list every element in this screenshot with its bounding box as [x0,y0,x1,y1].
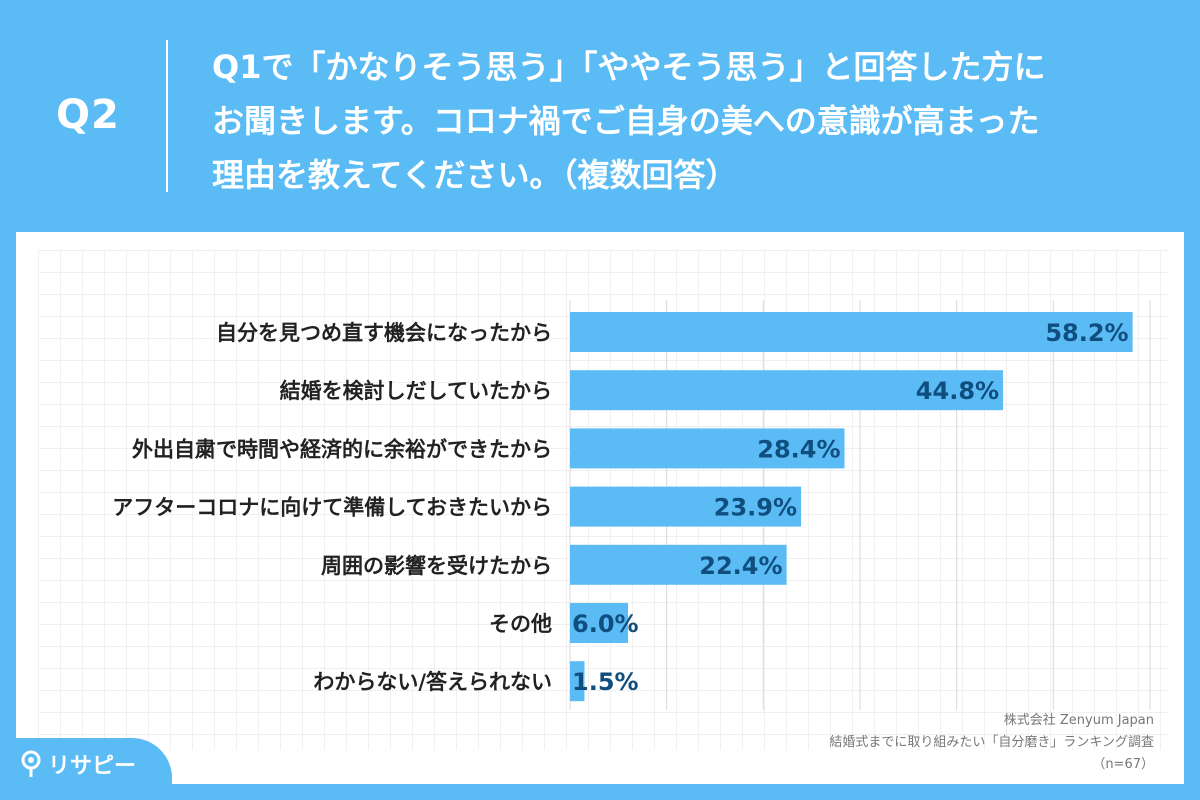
category-label-5: その他 [489,612,552,636]
source-note: 株式会社 Zenyum Japan 結婚式までに取り組みたい「自分磨き」ランキン… [829,710,1154,776]
chart-card: 自分を見つめ直す機会になったから 58.2% 結婚を検討しだしていたから 44.8% 外… [16,232,1184,784]
question-id: Q2 [56,92,120,138]
category-label-4: 周囲の影響を受けたから [321,554,552,578]
question-line-2: お聞きします。コロナ禍でご自身の美への意識が高まった [212,102,1040,140]
question-text: Q1で「かなりそう思う」「ややそう思う」と回答した方に お聞きします。コロナ禍で… [212,40,1172,202]
category-label-1: 結婚を検討しだしていたから [280,379,552,403]
category-label-6: わからない/答えられない [313,670,552,694]
logo-text: リサピー [48,754,137,779]
value-label-2: 28.4% [757,435,840,463]
bar-1 [570,370,1004,411]
question-line-3: 理由を教えてください。（複数回答） [212,156,738,194]
value-label-1: 44.8% [916,377,999,405]
bar-2 [570,428,845,469]
bar-4 [570,544,787,585]
question-line-1: Q1で「かなりそう思う」「ややそう思う」と回答した方に [212,48,1046,86]
bar-6 [570,661,585,702]
value-label-3: 23.9% [714,494,797,522]
bar-5 [570,603,628,643]
header: Q2 Q1で「かなりそう思う」「ややそう思う」と回答した方に お聞きします。コロ… [0,0,1200,230]
source-company: 株式会社 Zenyum Japan [1003,713,1154,728]
value-label-5: 6.0% [572,610,639,638]
bar-chart: 自分を見つめ直す機会になったから 58.2% 結婚を検討しだしていたから 44.8% 外… [112,300,1151,710]
bar-3 [570,486,802,527]
brand-logo: リサピー [20,748,136,780]
category-label-2: 外出自粛で時間や経済的に余裕ができたから [132,437,552,461]
category-label-3: アフターコロナに向けて準備しておきたいから [112,496,552,520]
source-survey: 結婚式までに取り組みたい「自分磨き」ランキング調査 [829,735,1154,750]
value-label-0: 58.2% [1045,319,1128,347]
pin-icon [21,750,41,777]
category-label-0: 自分を見つめ直す機会になったから [216,321,552,345]
header-divider [166,40,168,192]
source-sample: （n=67） [1092,757,1154,772]
value-label-6: 1.5% [572,668,639,696]
value-label-4: 22.4% [699,552,782,580]
bar-0 [570,312,1133,352]
